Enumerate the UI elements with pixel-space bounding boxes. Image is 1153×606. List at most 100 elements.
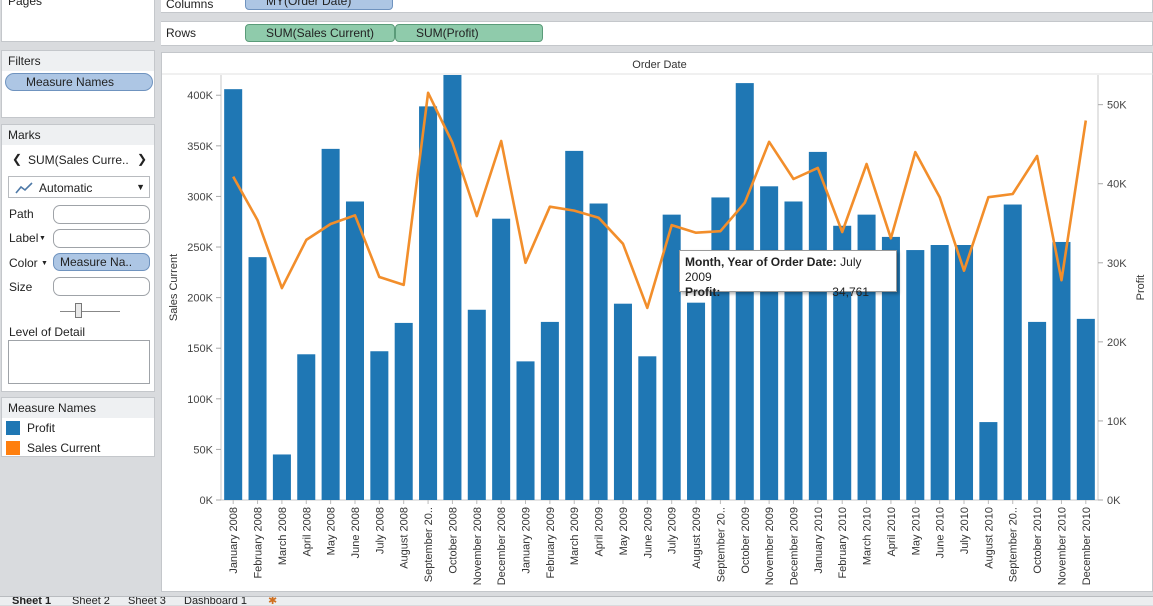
x-tick-label: April 2008 — [301, 507, 313, 557]
x-tick-label: December 2010 — [1081, 507, 1093, 585]
rows-pill-sales[interactable]: SUM(Sales Current) — [245, 24, 395, 42]
size-label: Size — [9, 280, 33, 294]
filter-measure-names-pill[interactable]: Measure Names — [5, 73, 153, 91]
bar-sales-current — [443, 75, 462, 500]
x-tick-label: February 2009 — [545, 507, 557, 579]
color-caret-icon[interactable]: ▼ — [41, 260, 48, 267]
label-field[interactable] — [53, 229, 150, 248]
tooltip-profit-label: Profit: — [685, 285, 721, 299]
bar-sales-current — [1052, 241, 1071, 500]
left-tick-label: 300K — [187, 191, 213, 203]
path-field[interactable] — [53, 205, 150, 224]
bar-sales-current — [224, 89, 243, 500]
left-tick-label: 350K — [187, 141, 213, 153]
marks-next-icon[interactable]: ❯ — [137, 152, 148, 166]
legend-item-profit[interactable]: Profit — [6, 420, 55, 436]
tab-dashboard-1[interactable]: Dashboard 1 — [184, 597, 247, 606]
filters-title: Filters — [2, 51, 154, 71]
x-tick-label: April 2009 — [594, 507, 606, 557]
bar-sales-current — [272, 454, 291, 500]
bar-sales-current — [565, 150, 584, 500]
filters-panel: Filters Measure Names — [1, 50, 155, 118]
legend-label-sales-current: Sales Current — [27, 441, 101, 455]
left-tick-label: 0K — [200, 495, 214, 507]
line-mark-icon — [15, 182, 33, 194]
x-tick-label: July 2010 — [959, 507, 971, 554]
x-tick-label: February 2008 — [253, 507, 265, 579]
detail-drop-area[interactable] — [8, 340, 150, 384]
bar-sales-current — [467, 309, 486, 500]
columns-pill[interactable]: MY(Order Date) — [245, 0, 393, 10]
marks-panel: Marks ❮ SUM(Sales Curre.. ❯ Automatic ▼ … — [1, 124, 155, 392]
sheet-tab-bar: Sheet 1 Sheet 2 Sheet 3 Dashboard 1 ✱ — [0, 596, 1153, 606]
tab-sheet-3[interactable]: Sheet 3 — [128, 597, 166, 606]
mark-type-dropdown[interactable]: Automatic ▼ — [8, 176, 150, 198]
bar-sales-current — [1003, 204, 1022, 500]
x-tick-label: September 20.. — [715, 507, 727, 582]
new-sheet-icon[interactable]: ✱ — [268, 597, 278, 606]
rows-label: Rows — [166, 26, 197, 40]
size-slider-track — [60, 311, 120, 312]
columns-shelf[interactable]: Columns MY(Order Date) — [161, 0, 1153, 13]
bar-sales-current — [711, 197, 730, 500]
x-tick-label: July 2008 — [374, 507, 386, 554]
right-tick-label: 30K — [1107, 258, 1127, 270]
x-tick-label: May 2008 — [326, 507, 338, 555]
rows-pill-profit[interactable]: SUM(Profit) — [395, 24, 543, 42]
legend-title: Measure Names — [2, 398, 154, 418]
marks-selector[interactable]: SUM(Sales Curre.. — [28, 153, 129, 167]
bar-sales-current — [979, 422, 998, 500]
x-tick-label: June 2009 — [642, 507, 654, 558]
size-field[interactable] — [53, 277, 150, 296]
color-pill[interactable]: Measure Na.. — [53, 253, 150, 271]
marks-prev-icon[interactable]: ❮ — [12, 152, 23, 166]
legend-item-sales-current[interactable]: Sales Current — [6, 440, 100, 456]
legend-label-profit: Profit — [27, 421, 56, 435]
bar-sales-current — [394, 322, 413, 500]
x-tick-label: November 2010 — [1056, 507, 1068, 585]
label-caret-icon[interactable]: ▼ — [39, 235, 46, 242]
legend-swatch-sales-current — [6, 441, 20, 455]
color-label[interactable]: Color — [9, 256, 38, 270]
x-tick-label: November 2009 — [764, 507, 776, 585]
x-tick-label: October 2009 — [740, 507, 752, 574]
left-tick-label: 100K — [187, 394, 213, 406]
x-tick-label: January 2010 — [813, 507, 825, 574]
right-tick-label: 50K — [1107, 100, 1127, 112]
pages-panel: Pages — [1, 0, 155, 42]
tab-sheet-2[interactable]: Sheet 2 — [72, 597, 110, 606]
x-tick-label: August 2009 — [691, 507, 703, 569]
x-tick-label: July 2009 — [667, 507, 679, 554]
mark-type-label: Automatic — [39, 181, 93, 195]
bar-sales-current — [930, 245, 949, 500]
x-tick-label: March 2008 — [277, 507, 289, 565]
line-profit — [232, 91, 1088, 310]
detail-label: Level of Detail — [9, 325, 86, 339]
bar-sales-current — [833, 225, 852, 500]
bar-sales-current — [297, 354, 316, 500]
x-tick-label: March 2009 — [569, 507, 581, 565]
chart-area: Order Date 0K 50K 100K 150K 200K 250K 300K 350K 4… — [161, 52, 1153, 592]
bar-sales-current — [613, 303, 632, 500]
tab-sheet-1[interactable]: Sheet 1 — [12, 597, 52, 606]
bar-sales-current — [1076, 318, 1095, 500]
x-tick-label: August 2008 — [399, 507, 411, 569]
size-slider-handle[interactable] — [75, 303, 82, 318]
x-tick-label: September 20.. — [423, 507, 435, 582]
right-axis-title: Profit — [1135, 275, 1147, 301]
bar-sales-current — [638, 356, 657, 500]
bar-sales-current — [784, 201, 803, 500]
left-tick-label: 250K — [187, 242, 213, 254]
x-tick-label: May 2009 — [618, 507, 630, 555]
bar-sales-current — [540, 321, 559, 500]
bar-sales-current — [345, 201, 364, 500]
bar-sales-current — [662, 214, 681, 500]
x-tick-label: February 2010 — [837, 507, 849, 579]
x-tick-label: March 2010 — [862, 507, 874, 565]
rows-shelf[interactable]: Rows SUM(Sales Current) SUM(Profit) — [161, 21, 1153, 46]
x-tick-label: June 2010 — [935, 507, 947, 558]
label-label[interactable]: Label — [9, 231, 39, 245]
bar-sales-current — [492, 218, 511, 500]
bar-sales-current — [419, 106, 438, 500]
bar-sales-current — [955, 245, 974, 500]
